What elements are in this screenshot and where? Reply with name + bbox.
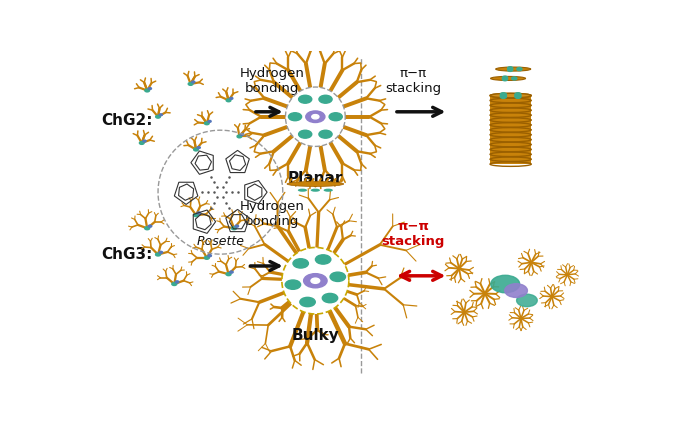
Circle shape (514, 93, 521, 96)
Text: Hydrogen
bonding: Hydrogen bonding (239, 67, 304, 95)
Circle shape (293, 259, 309, 268)
Circle shape (505, 284, 527, 297)
Circle shape (319, 130, 332, 138)
Circle shape (508, 67, 512, 70)
Circle shape (204, 256, 209, 259)
Circle shape (299, 95, 312, 103)
Circle shape (304, 273, 327, 288)
Circle shape (330, 272, 346, 282)
Circle shape (491, 275, 519, 293)
Circle shape (197, 212, 201, 214)
Circle shape (230, 271, 233, 273)
Circle shape (188, 83, 193, 85)
Circle shape (311, 278, 320, 283)
Circle shape (232, 227, 237, 230)
Circle shape (155, 253, 160, 256)
Ellipse shape (287, 181, 344, 187)
Text: Rosette: Rosette (197, 235, 244, 248)
Circle shape (193, 213, 199, 217)
Ellipse shape (311, 189, 320, 192)
Circle shape (226, 273, 231, 276)
Circle shape (299, 130, 312, 138)
Text: Hydrogen
bonding: Hydrogen bonding (239, 200, 304, 228)
Circle shape (204, 122, 209, 125)
Circle shape (319, 95, 332, 103)
Text: ChG2:: ChG2: (101, 112, 153, 127)
Ellipse shape (491, 76, 526, 81)
Circle shape (208, 121, 211, 122)
Circle shape (226, 99, 231, 102)
Circle shape (148, 88, 151, 89)
Text: ChG3:: ChG3: (101, 247, 153, 262)
Circle shape (306, 111, 325, 123)
Circle shape (159, 251, 162, 253)
Circle shape (143, 140, 146, 142)
Circle shape (176, 281, 179, 283)
Ellipse shape (496, 67, 531, 71)
Circle shape (145, 89, 150, 92)
Circle shape (285, 280, 300, 289)
Circle shape (312, 115, 319, 119)
Circle shape (192, 81, 195, 83)
Circle shape (235, 225, 239, 227)
Circle shape (500, 95, 507, 98)
Text: π−π
stacking: π−π stacking (382, 220, 444, 248)
Circle shape (241, 133, 244, 135)
Circle shape (503, 76, 507, 79)
Circle shape (329, 113, 342, 121)
Circle shape (517, 67, 522, 71)
Circle shape (288, 113, 302, 121)
Text: π−π
stacking: π−π stacking (385, 67, 441, 95)
Circle shape (172, 282, 177, 285)
Circle shape (148, 225, 152, 227)
Circle shape (517, 294, 537, 307)
Circle shape (512, 77, 517, 80)
Circle shape (145, 227, 150, 230)
Circle shape (500, 93, 507, 96)
Ellipse shape (282, 248, 349, 314)
Ellipse shape (490, 93, 531, 98)
Circle shape (197, 147, 200, 149)
Circle shape (139, 141, 144, 144)
Circle shape (503, 78, 507, 81)
Circle shape (508, 68, 512, 72)
Ellipse shape (298, 189, 307, 192)
Circle shape (194, 148, 198, 151)
Text: Planar: Planar (288, 171, 343, 186)
Circle shape (230, 98, 233, 99)
Circle shape (300, 297, 315, 307)
Circle shape (316, 255, 331, 264)
Ellipse shape (286, 87, 345, 147)
Circle shape (322, 294, 337, 303)
Text: Bulky: Bulky (291, 328, 340, 343)
Circle shape (159, 114, 162, 116)
FancyBboxPatch shape (490, 95, 531, 164)
Ellipse shape (323, 189, 333, 192)
Circle shape (155, 115, 160, 118)
Circle shape (237, 135, 241, 138)
Circle shape (514, 95, 521, 98)
Circle shape (208, 255, 211, 257)
